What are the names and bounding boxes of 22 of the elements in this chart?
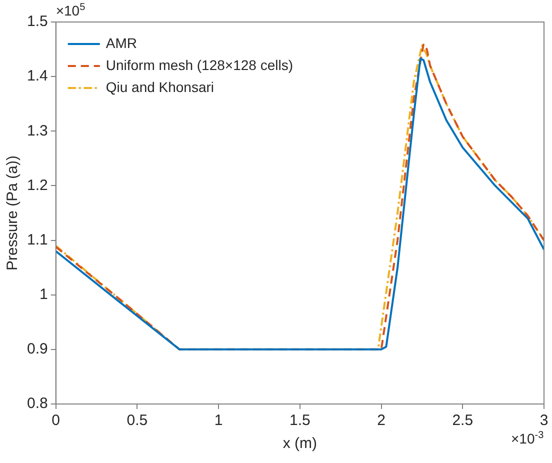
x-tick-label: 0 [52, 412, 60, 430]
text: ×10$^{5}$ [56, 2, 86, 19]
legend-label: Uniform mesh (128×128 cells) [106, 56, 293, 73]
text: ×10$^{-3}$ [511, 430, 544, 447]
y-tick-label: 1.3 [26, 122, 48, 140]
x-tick-label: 2.5 [452, 412, 474, 430]
y-tick-label: 1.2 [26, 176, 48, 194]
legend-label: Qiu and Khonsari [106, 78, 214, 95]
y-tick-label: 1.1 [26, 231, 48, 248]
y-axis-title: Pressure (Pa (a)) [4, 155, 22, 271]
legend-label: AMR [106, 34, 137, 51]
x-tick-label: 3 [540, 412, 548, 430]
y-tick-label: 1 [40, 286, 48, 303]
x-tick-label: 0.5 [126, 412, 148, 430]
x-tick-label: 2 [377, 412, 386, 430]
x-tick-label: 1.5 [289, 412, 310, 430]
x-tick-label: 1 [214, 412, 223, 430]
y-tick-label: 0.8 [26, 395, 48, 412]
x-axis-title: x (m) [282, 435, 318, 452]
y-tick-label: 1.5 [26, 13, 48, 30]
y-tick-label: 0.9 [26, 340, 48, 358]
y-tick-label: 1.4 [26, 68, 48, 85]
